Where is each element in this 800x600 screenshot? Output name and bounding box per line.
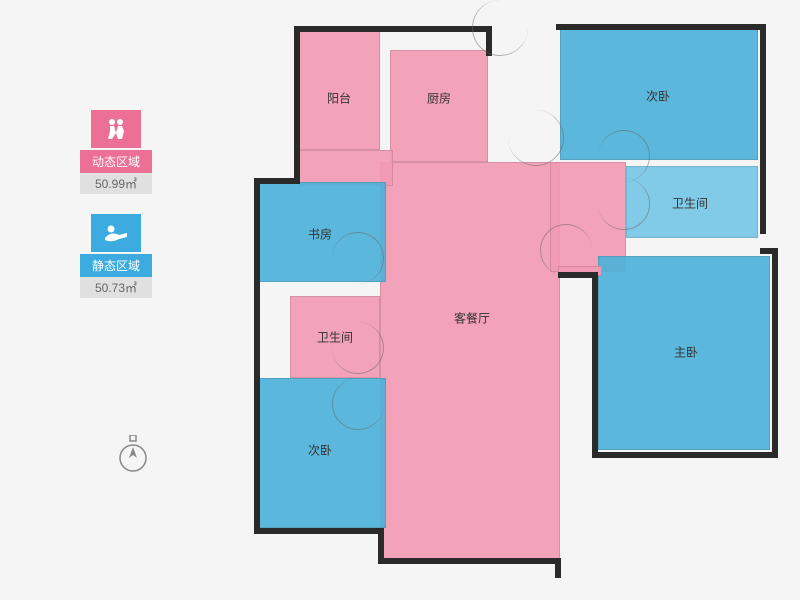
room-living	[380, 162, 560, 562]
wall-2	[760, 24, 766, 234]
compass-icon	[115, 435, 151, 471]
wall-1	[556, 24, 766, 30]
wall-15	[558, 272, 598, 278]
legend-panel: 动态区域 50.99㎡ 静态区域 50.73㎡	[80, 110, 152, 318]
room-bath_left	[290, 296, 380, 378]
wall-0	[294, 26, 492, 32]
room-bed_master	[598, 256, 770, 450]
wall-10	[254, 178, 260, 534]
wall-5	[592, 452, 778, 458]
wall-7	[378, 558, 560, 564]
wall-11	[254, 178, 298, 184]
dynamic-zone-icon	[91, 110, 141, 148]
legend-dynamic: 动态区域 50.99㎡	[80, 110, 152, 194]
room-study	[258, 182, 386, 282]
static-zone-value: 50.73㎡	[80, 277, 152, 298]
wall-9	[254, 528, 382, 534]
door-arc-1	[508, 110, 564, 166]
dynamic-zone-value: 50.99㎡	[80, 173, 152, 194]
static-zone-icon	[91, 214, 141, 252]
wall-13	[486, 26, 492, 56]
room-living_ext	[298, 150, 393, 186]
static-zone-label: 静态区域	[80, 254, 152, 277]
room-bed_sec_bl	[258, 378, 386, 528]
wall-12	[294, 26, 300, 184]
room-kitchen	[390, 50, 488, 162]
floor-plan: 阳台厨房客餐厅卫生间书房次卧次卧卫生间主卧	[220, 18, 775, 578]
wall-4	[772, 248, 778, 458]
dynamic-zone-label: 动态区域	[80, 150, 152, 173]
wall-14	[592, 272, 598, 456]
room-bath_right	[626, 166, 758, 238]
legend-static: 静态区域 50.73㎡	[80, 214, 152, 298]
room-balcony	[298, 30, 380, 150]
room-bed_sec_tr	[560, 28, 758, 160]
